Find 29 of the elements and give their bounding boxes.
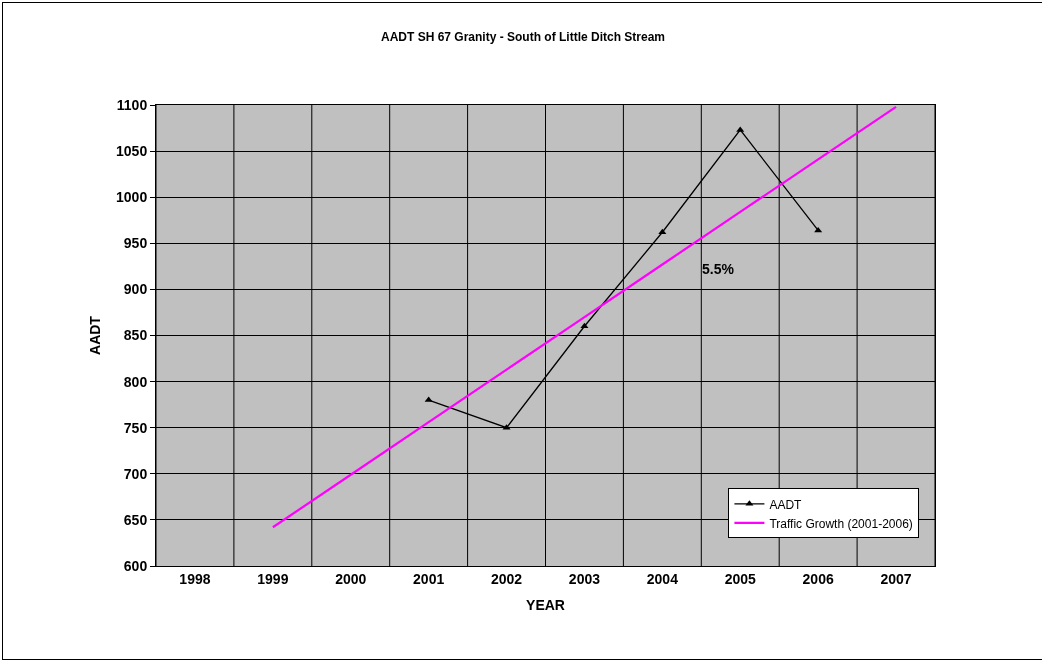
- y-tick-label: 700: [123, 465, 148, 482]
- y-tick-label: 950: [123, 235, 148, 252]
- y-tick-label: 800: [123, 373, 148, 390]
- x-axis-title: YEAR: [526, 597, 565, 614]
- y-axis-title: AADT: [86, 315, 103, 355]
- x-tick-label: 2007: [880, 570, 912, 587]
- x-tick-label: 1999: [257, 570, 289, 587]
- x-tick-label: 2003: [568, 570, 601, 587]
- x-tick-label: 2000: [335, 570, 367, 587]
- legend-label: Traffic Growth (2001-2006): [769, 516, 913, 531]
- x-tick-label: 2005: [724, 570, 757, 587]
- chart-title: AADT SH 67 Granity - South of Little Ditch Stream: [380, 29, 666, 44]
- y-tick-label: 600: [123, 557, 148, 574]
- point: [580, 322, 589, 329]
- legend-label: AADT: [769, 497, 803, 512]
- x-tick-label: 2002: [490, 570, 523, 587]
- y-tick-label: 1000: [116, 189, 148, 206]
- y-tick-label: 1050: [116, 143, 148, 159]
- y-tick-label: 850: [123, 327, 148, 344]
- x-tick-label: 2001: [413, 570, 445, 587]
- y-tick-label: 650: [123, 511, 148, 528]
- y-tick-label: 1100: [116, 96, 148, 113]
- x-tick-label: 2006: [802, 570, 834, 587]
- x-tick-label: 2004: [646, 570, 679, 587]
- x-tick-label: 1998: [179, 570, 211, 587]
- annotation: 5.5%: [702, 261, 735, 277]
- y-tick-label: 900: [123, 281, 148, 298]
- y-tick-label: 750: [123, 419, 148, 436]
- point: [814, 226, 823, 233]
